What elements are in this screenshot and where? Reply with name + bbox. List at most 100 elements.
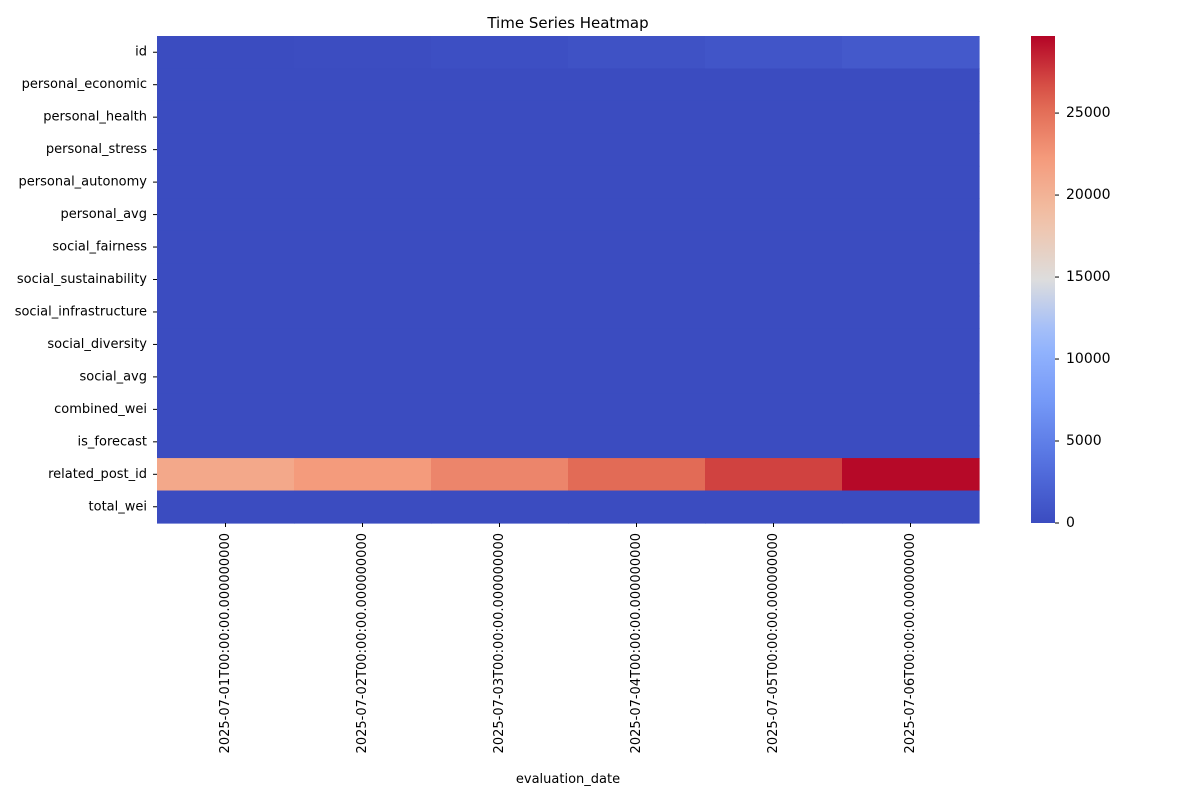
heatmap-cell bbox=[705, 360, 843, 394]
heatmap-cell bbox=[705, 295, 843, 329]
heatmap-cell bbox=[842, 328, 980, 362]
chart-title: Time Series Heatmap bbox=[486, 14, 648, 32]
heatmap-cell bbox=[842, 36, 980, 70]
heatmap-cell bbox=[842, 295, 980, 329]
heatmap-cell bbox=[431, 100, 569, 134]
heatmap-cell bbox=[431, 133, 569, 167]
heatmap-cell bbox=[705, 100, 843, 134]
heatmap-cell bbox=[294, 230, 432, 264]
x-axis-tick-label: 2025-07-02T00:00:00.000000000 bbox=[355, 533, 370, 753]
heatmap-cell bbox=[431, 490, 569, 524]
heatmap-cell bbox=[842, 360, 980, 394]
heatmap-cell bbox=[157, 328, 295, 362]
colorbar bbox=[1031, 36, 1055, 523]
heatmap-cell bbox=[157, 68, 295, 102]
heatmap-cell bbox=[568, 198, 706, 232]
heatmap-cell bbox=[157, 36, 295, 70]
heatmap-cell bbox=[705, 458, 843, 492]
colorbar-tick-label: 0 bbox=[1066, 515, 1075, 531]
y-axis-tick-label: related_post_id bbox=[48, 467, 147, 482]
heatmap-cell bbox=[842, 68, 980, 102]
heatmap-cell bbox=[568, 458, 706, 492]
heatmap-cell bbox=[842, 165, 980, 199]
heatmap-cell bbox=[431, 295, 569, 329]
heatmap-cell bbox=[431, 68, 569, 102]
x-axis-tick-label: 2025-07-06T00:00:00.000000000 bbox=[903, 533, 918, 753]
heatmap-cell bbox=[705, 198, 843, 232]
heatmap-cell bbox=[294, 360, 432, 394]
heatmap-cell bbox=[431, 458, 569, 492]
heatmap-cell bbox=[157, 263, 295, 297]
heatmap-cell bbox=[157, 230, 295, 264]
heatmap-cell bbox=[431, 263, 569, 297]
heatmap-cell bbox=[431, 328, 569, 362]
heatmap-cell bbox=[842, 425, 980, 459]
heatmap-cell bbox=[705, 393, 843, 427]
heatmap-cell bbox=[568, 36, 706, 70]
heatmap-cell bbox=[568, 393, 706, 427]
heatmap-cell bbox=[294, 328, 432, 362]
x-axis-tick-label: 2025-07-04T00:00:00.000000000 bbox=[629, 533, 644, 753]
heatmap-cell bbox=[294, 165, 432, 199]
heatmap-cell bbox=[157, 295, 295, 329]
heatmap-cell bbox=[157, 198, 295, 232]
heatmap-cell bbox=[842, 100, 980, 134]
heatmap-cell bbox=[294, 263, 432, 297]
y-axis-tick-label: personal_autonomy bbox=[19, 175, 148, 190]
heatmap-cell bbox=[568, 328, 706, 362]
y-axis-tick-label: total_wei bbox=[89, 499, 147, 514]
heatmap-cell bbox=[294, 425, 432, 459]
heatmap-cells bbox=[157, 36, 980, 524]
heatmap-cell bbox=[431, 165, 569, 199]
heatmap-cell bbox=[568, 100, 706, 134]
heatmap-cell bbox=[705, 133, 843, 167]
heatmap-cell bbox=[705, 36, 843, 70]
y-axis-tick-label: personal_avg bbox=[60, 207, 147, 222]
heatmap-cell bbox=[568, 165, 706, 199]
colorbar-tick-label: 15000 bbox=[1066, 269, 1111, 285]
heatmap-cell bbox=[157, 425, 295, 459]
heatmap-cell bbox=[431, 425, 569, 459]
heatmap-cell bbox=[294, 198, 432, 232]
colorbar-tick-label: 10000 bbox=[1066, 351, 1111, 367]
heatmap-cell bbox=[705, 263, 843, 297]
x-axis-tick-labels: 2025-07-01T00:00:00.000000000 2025-07-02T… bbox=[218, 523, 918, 753]
heatmap-cell bbox=[842, 263, 980, 297]
heatmap-cell bbox=[157, 393, 295, 427]
heatmap-cell bbox=[431, 230, 569, 264]
heatmap-cell bbox=[568, 425, 706, 459]
heatmap-cell bbox=[705, 230, 843, 264]
y-axis-tick-label: personal_health bbox=[43, 110, 147, 125]
y-axis-tick-label: personal_stress bbox=[46, 142, 147, 157]
heatmap-cell bbox=[431, 393, 569, 427]
heatmap-cell bbox=[157, 458, 295, 492]
heatmap-cell bbox=[431, 360, 569, 394]
heatmap-cell bbox=[157, 133, 295, 167]
y-axis-tick-label: id bbox=[135, 45, 147, 60]
y-axis-tick-label: social_avg bbox=[80, 369, 147, 384]
y-axis-tick-label: social_infrastructure bbox=[15, 304, 147, 319]
heatmap-cell bbox=[842, 393, 980, 427]
heatmap-cell bbox=[431, 198, 569, 232]
heatmap-cell bbox=[842, 198, 980, 232]
heatmap-cell bbox=[294, 458, 432, 492]
y-axis-tick-label: social_sustainability bbox=[17, 272, 147, 287]
heatmap-cell bbox=[568, 133, 706, 167]
heatmap-cell bbox=[842, 133, 980, 167]
heatmap-cell bbox=[568, 490, 706, 524]
heatmap-cell bbox=[157, 165, 295, 199]
heatmap-cell bbox=[294, 68, 432, 102]
x-axis-label: evaluation_date bbox=[516, 772, 620, 787]
x-axis-tick-label: 2025-07-01T00:00:00.000000000 bbox=[218, 533, 233, 753]
heatmap-cell bbox=[705, 328, 843, 362]
heatmap-cell bbox=[568, 68, 706, 102]
colorbar-tick-label: 20000 bbox=[1066, 187, 1111, 203]
heatmap-cell bbox=[842, 490, 980, 524]
y-axis-tick-label: social_fairness bbox=[52, 240, 147, 255]
heatmap-cell bbox=[157, 490, 295, 524]
colorbar-tick-labels: 0 5000 10000 15000 20000 25000 bbox=[1055, 105, 1111, 531]
y-axis-tick-label: personal_economic bbox=[22, 77, 147, 92]
heatmap-cell bbox=[568, 295, 706, 329]
heatmap-cell bbox=[568, 360, 706, 394]
